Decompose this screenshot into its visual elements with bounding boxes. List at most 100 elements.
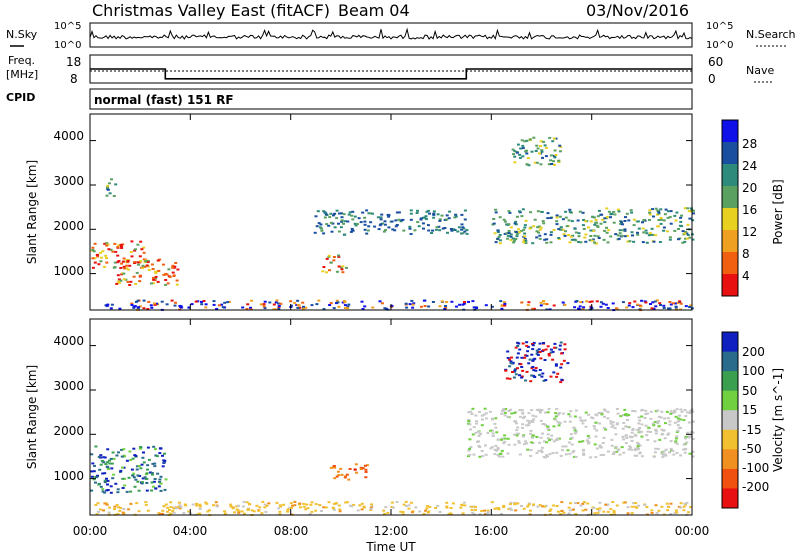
scatter-cell [275, 501, 279, 504]
scatter-cell [529, 432, 532, 435]
scatter-cell [327, 224, 331, 227]
scatter-cell [136, 299, 140, 302]
scatter-cell [355, 223, 359, 225]
scatter-cell [469, 410, 473, 413]
scatter-cell [298, 502, 302, 505]
scatter-cell [525, 163, 529, 166]
scatter-cell [290, 304, 293, 307]
scatter-cell [103, 265, 106, 268]
scatter-cell [691, 431, 695, 434]
scatter-cell [109, 491, 113, 494]
scatter-cell [164, 503, 168, 506]
scatter-cell [445, 218, 449, 221]
scatter-cell [514, 509, 518, 512]
scatter-cell [683, 409, 687, 412]
scatter-cell [241, 306, 245, 309]
scatter-cell [118, 509, 122, 512]
scatter-cell [101, 490, 105, 493]
scatter-cell [137, 510, 141, 513]
scatter-cell [673, 214, 677, 217]
scatter-cell [546, 411, 550, 414]
scatter-cell [541, 220, 545, 223]
scatter-cell [494, 241, 498, 244]
scatter-cell [123, 477, 126, 480]
scatter-cell [535, 352, 539, 355]
scatter-cell [655, 512, 659, 515]
scatter-cell [426, 511, 430, 514]
scatter-cell [503, 302, 507, 305]
scatter-cell [455, 305, 458, 308]
scatter-cell [623, 228, 627, 231]
scatter-cell [631, 306, 635, 309]
scatter-cell [657, 211, 661, 214]
scatter-cell [116, 261, 120, 264]
colorbar-swatch [722, 468, 738, 489]
scatter-cell [496, 438, 500, 441]
scatter-cell [684, 415, 688, 417]
scatter-cell [669, 303, 673, 306]
scatter-cell [92, 470, 96, 473]
scatter-cell [523, 224, 527, 227]
scatter-cell [613, 513, 616, 516]
scatter-cell [127, 476, 131, 479]
scatter-cell [535, 161, 539, 164]
scatter-cell [407, 504, 411, 507]
scatter-cell [580, 419, 584, 422]
scatter-cell [675, 452, 679, 454]
scatter-cell [214, 501, 218, 504]
scatter-cell [262, 303, 266, 306]
scatter-cell [171, 264, 175, 267]
scatter-cell [469, 428, 473, 431]
scatter-cell [382, 509, 386, 512]
scatter-cell [581, 307, 585, 310]
scatter-cell [665, 230, 669, 233]
scatter-cell [134, 478, 138, 481]
velocity-ytick-1000: 1000 [53, 469, 84, 483]
scatter-cell [654, 234, 658, 237]
scatter-cell [187, 510, 191, 513]
scatter-cell [419, 305, 423, 308]
scatter-cell [493, 507, 497, 510]
scatter-cell [432, 210, 436, 213]
scatter-cell [408, 227, 412, 230]
scatter-cell [584, 233, 588, 236]
scatter-cell [142, 251, 146, 254]
scatter-cell [161, 465, 165, 468]
scatter-cell [136, 480, 140, 483]
scatter-cell [551, 358, 555, 361]
scatter-cell [557, 159, 561, 162]
scatter-cell [143, 476, 147, 479]
scatter-cell [387, 215, 391, 218]
scatter-cell [108, 182, 111, 185]
scatter-cell [109, 485, 113, 488]
scatter-cell [469, 446, 473, 449]
scatter-cell [573, 502, 577, 504]
scatter-cell [204, 303, 208, 306]
scatter-cell [120, 245, 123, 248]
velocity-ytick-3000: 3000 [53, 379, 84, 393]
scatter-cell [337, 222, 340, 225]
scatter-cell [146, 446, 150, 449]
scatter-cell [549, 231, 553, 234]
scatter-cell [400, 219, 404, 222]
scatter-cell [507, 210, 511, 213]
scatter-cell [534, 369, 538, 372]
scatter-cell [498, 216, 502, 219]
scatter-cell [427, 510, 431, 513]
scatter-cell [583, 236, 587, 239]
scatter-cell [561, 449, 564, 452]
scatter-cell [460, 232, 463, 235]
scatter-cell [91, 462, 95, 465]
scatter-cell [558, 344, 562, 347]
scatter-cell [599, 446, 603, 449]
colorbar-swatch [722, 371, 738, 392]
scatter-cell [521, 144, 525, 147]
scatter-cell [94, 504, 98, 506]
scatter-cell [484, 513, 487, 515]
scatter-cell [146, 308, 150, 310]
scatter-cell [145, 478, 149, 480]
scatter-cell [456, 230, 460, 233]
scatter-cell [692, 212, 695, 215]
scatter-cell [663, 417, 667, 420]
scatter-cell [369, 506, 373, 509]
